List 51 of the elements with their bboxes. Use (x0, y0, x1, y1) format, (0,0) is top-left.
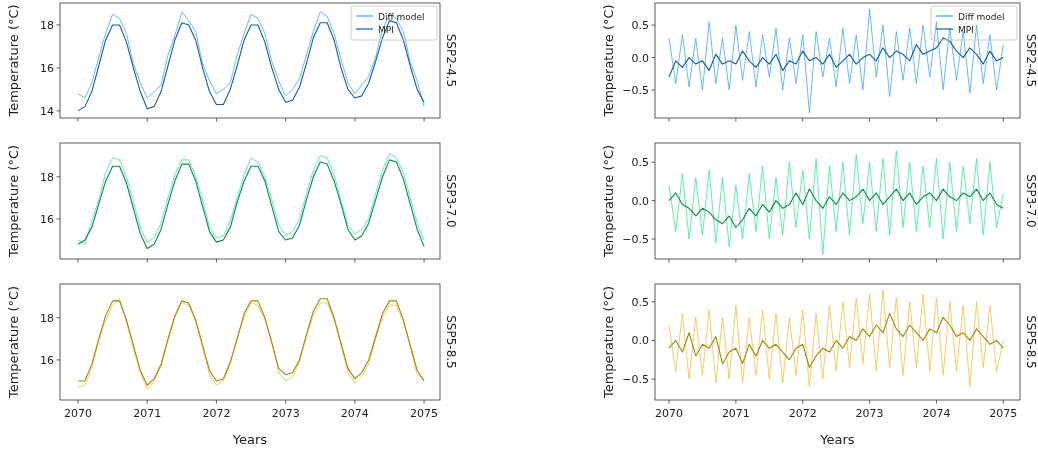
y2-axis-title: SSP3-7.0 (444, 174, 458, 228)
y-tick-label: 18 (40, 170, 54, 184)
line-series (668, 150, 1004, 255)
y2-axis-title: SSP2-4.5 (444, 33, 458, 88)
y-tick-label: 16 (40, 61, 54, 75)
y2-axis-title: SSP3-7.0 (1024, 174, 1038, 228)
y-tick-label: −0.5 (622, 84, 649, 98)
x-axis-title: Years (819, 432, 855, 447)
y-axis-title: Temperature (°C) (601, 4, 616, 118)
y-tick-label: −0.5 (622, 373, 649, 387)
y-tick-label: 18 (40, 311, 54, 325)
x-tick-label: 2074 (340, 407, 369, 420)
y-tick-label: 0.5 (631, 295, 649, 309)
y-tick-label: 0.0 (631, 334, 649, 348)
y-tick-label: 14 (40, 104, 54, 118)
y-axis-title: Temperature (°C) (6, 4, 21, 118)
y-tick-label: 18 (40, 18, 54, 32)
y-tick-label: −0.5 (622, 233, 649, 247)
y-tick-label: 0.0 (631, 51, 649, 65)
y-axis-title: Temperature (°C) (6, 144, 21, 259)
x-tick-label: 2075 (410, 407, 439, 420)
x-tick-label: 2071 (721, 407, 750, 420)
x-tick-label: 2075 (989, 407, 1018, 420)
line-series (668, 312, 1004, 369)
legend-label: Diff model (378, 11, 425, 22)
y-axis-title: Temperature (°C) (6, 285, 21, 400)
x-tick-label: 2073 (271, 407, 300, 420)
line-series (668, 289, 1004, 388)
y-axis-title: Temperature (°C) (601, 144, 616, 259)
x-axis-title: Years (231, 432, 268, 447)
y-tick-label: 16 (40, 353, 54, 367)
x-tick-label: 2070 (64, 407, 92, 420)
y2-axis-title: SSP5-8.5 (444, 315, 458, 369)
line-series (668, 188, 1004, 229)
line-series (668, 8, 1004, 114)
y-tick-label: 0.0 (631, 194, 649, 208)
x-tick-label: 2071 (133, 407, 162, 420)
y-tick-label: 0.5 (631, 19, 649, 33)
y2-axis-title: SSP5-8.5 (1024, 315, 1038, 369)
x-tick-label: 2072 (202, 407, 231, 420)
line-series (668, 37, 1004, 78)
x-tick-label: 2073 (855, 407, 884, 420)
y-tick-label: 0.5 (631, 156, 649, 170)
legend-label: MPI (958, 24, 974, 35)
x-tick-label: 2072 (788, 407, 817, 420)
y-axis-title: Temperature (°C) (601, 285, 616, 400)
y2-axis-title: SSP2-4.5 (1024, 33, 1038, 88)
legend-label: Diff model (958, 11, 1005, 22)
y-tick-label: 16 (40, 212, 54, 226)
x-tick-label: 2070 (655, 407, 684, 420)
x-tick-label: 2074 (922, 407, 951, 420)
